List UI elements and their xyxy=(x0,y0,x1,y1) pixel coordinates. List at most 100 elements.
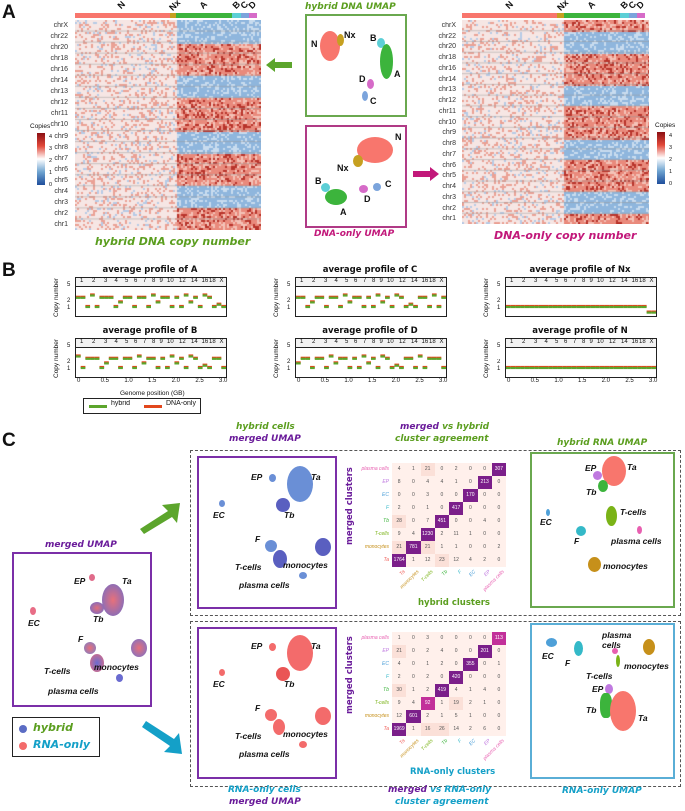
matrix-cell: 0 xyxy=(449,645,464,658)
matrix-cell: 0 xyxy=(406,645,421,658)
umap-cluster-ep xyxy=(269,474,276,482)
umap-label: EP xyxy=(585,463,597,473)
hybrid-cells-title: hybrid cells xyxy=(236,422,295,432)
panel-letter-c: C xyxy=(2,430,16,451)
umap-cluster-f xyxy=(84,642,96,654)
umap-cluster-tcells xyxy=(606,506,617,526)
profile-trace xyxy=(76,354,226,370)
profile-title: average profile of B xyxy=(102,326,198,336)
umap-cluster-plasma xyxy=(637,526,642,534)
matrix-cell: 0 xyxy=(491,710,506,723)
matrix-cell: 0 xyxy=(491,671,506,684)
hybrid-dna-copy-number-title: hybrid DNA copy number xyxy=(95,235,251,248)
chromosome-tick: 10 xyxy=(597,278,604,284)
matrix-cell: 4 xyxy=(463,554,478,567)
chromosome-tick: 3 xyxy=(104,339,108,345)
profile-plot: 1 2 3 4 5 6 7 8 9 10 12 14 16 18 X xyxy=(505,338,657,378)
profile-title: average profile of Nx xyxy=(529,265,631,275)
row-axis-label-top: merged clusters xyxy=(345,467,355,545)
chromosome-tick: 12 xyxy=(179,278,186,284)
dna-only-heatmap xyxy=(462,20,649,224)
chromosome-label: chr2 xyxy=(442,204,456,212)
chromosome-tick: 5 xyxy=(345,339,349,345)
chromosome-tick: 9 xyxy=(589,278,593,284)
umap-label: Ta xyxy=(627,462,637,472)
chromosome-label: chr3 xyxy=(442,193,456,201)
chromosome-tick: 1 xyxy=(510,339,514,345)
x-tick: 2.0 xyxy=(171,378,180,384)
cluster-bar-segment xyxy=(75,13,170,18)
x-tick: 0.5 xyxy=(530,378,539,384)
umap-label: F xyxy=(255,534,261,544)
matrix-cell: 0 xyxy=(449,489,464,502)
matrix-row-label: EP xyxy=(382,479,389,485)
matrix-row-label: T-cells xyxy=(374,700,389,706)
matrix-cell: 1 xyxy=(406,554,421,567)
legend-tick: 3 xyxy=(49,146,53,152)
cluster-bar-label: N xyxy=(503,0,515,11)
chromosome-tick: 6 xyxy=(564,339,568,345)
hybrid-dna-umap-title: hybrid DNA UMAP xyxy=(305,2,396,12)
cluster-bar-segment xyxy=(620,13,630,18)
umap-cluster-ec xyxy=(30,607,36,615)
chromosome-strip: 1 2 3 4 5 6 7 8 9 10 12 14 16 18 X xyxy=(506,339,656,348)
matrix-cell: 2 xyxy=(463,697,478,710)
matrix-cell: 1 xyxy=(406,684,421,697)
legend-tick: 1 xyxy=(669,169,673,175)
matrix-cell: 1 xyxy=(434,710,449,723)
left-cluster-bar xyxy=(75,13,261,18)
matrix-cell: 16 xyxy=(420,723,435,736)
chromosome-tick: X xyxy=(219,339,224,345)
chromosome-tick: 1 xyxy=(300,339,304,345)
chromosome-label: chr4 xyxy=(54,187,68,195)
umap-label: plasma cells xyxy=(239,749,290,759)
matrix-cell: 26 xyxy=(434,723,449,736)
profile-trace xyxy=(506,304,656,314)
matrix-row-label: plasma cells xyxy=(361,466,389,472)
chromosome-tick: 18 xyxy=(639,339,646,345)
matrix-cell: 0 xyxy=(491,489,506,502)
matrix-cell: 2 xyxy=(491,541,506,554)
y-tick: 5 xyxy=(497,282,501,288)
matrix-cell: 1 xyxy=(406,463,421,476)
legend-title: Copies xyxy=(30,123,51,130)
matrix-cell: 0 xyxy=(477,658,492,671)
chromosome-tick: 18 xyxy=(209,339,216,345)
umap-cluster-ta xyxy=(287,635,313,671)
matrix-cell: 4 xyxy=(449,684,464,697)
chromosome-tick: 1 xyxy=(80,339,84,345)
panel-letter-b: B xyxy=(2,260,16,281)
rna-only-cells-title: RNA-only cells xyxy=(228,785,301,795)
umap-cluster-ep xyxy=(269,643,276,651)
profile-title: average profile of A xyxy=(102,265,198,275)
umap-cluster-plasma xyxy=(299,741,307,748)
legend-gradient xyxy=(657,132,665,184)
umap-label: F xyxy=(565,658,571,668)
chromosome-tick: 8 xyxy=(152,339,156,345)
profile-title: average profile of D xyxy=(322,326,418,336)
umap-label: Ta xyxy=(638,713,648,723)
x-tick: 2.5 xyxy=(195,378,204,384)
matrix-cell: 2 xyxy=(392,502,407,515)
umap-label: Nx xyxy=(344,30,356,40)
chromosome-tick: 8 xyxy=(372,339,376,345)
umap-label: Ta xyxy=(122,576,132,586)
dna-only-umap-title: DNA-only UMAP xyxy=(314,229,395,239)
chromosome-label: chr13 xyxy=(438,86,456,94)
matrix-cell: 0 xyxy=(449,632,464,645)
matrix-cell: 1 xyxy=(434,697,449,710)
chromosome-label: chrX xyxy=(53,22,68,29)
profile-plot: 1 2 3 4 5 6 7 8 9 10 12 14 16 18 X xyxy=(295,277,447,317)
cluster-bar-segment xyxy=(629,13,637,18)
y-tick: 2 xyxy=(67,298,71,304)
chromosome-label: chr5 xyxy=(442,172,456,180)
chromosome-tick: 7 xyxy=(573,278,577,284)
chromosome-label: chr6 xyxy=(54,165,68,173)
umap-cluster-a xyxy=(325,189,347,205)
matrix-cell: 0 xyxy=(406,476,421,489)
umap-cluster-tb xyxy=(276,667,290,681)
matrix-cell: 21 xyxy=(420,541,435,554)
umap-label: EP xyxy=(251,641,263,651)
umap-label: Ta xyxy=(311,641,321,651)
chromosome-tick: 5 xyxy=(555,278,559,284)
